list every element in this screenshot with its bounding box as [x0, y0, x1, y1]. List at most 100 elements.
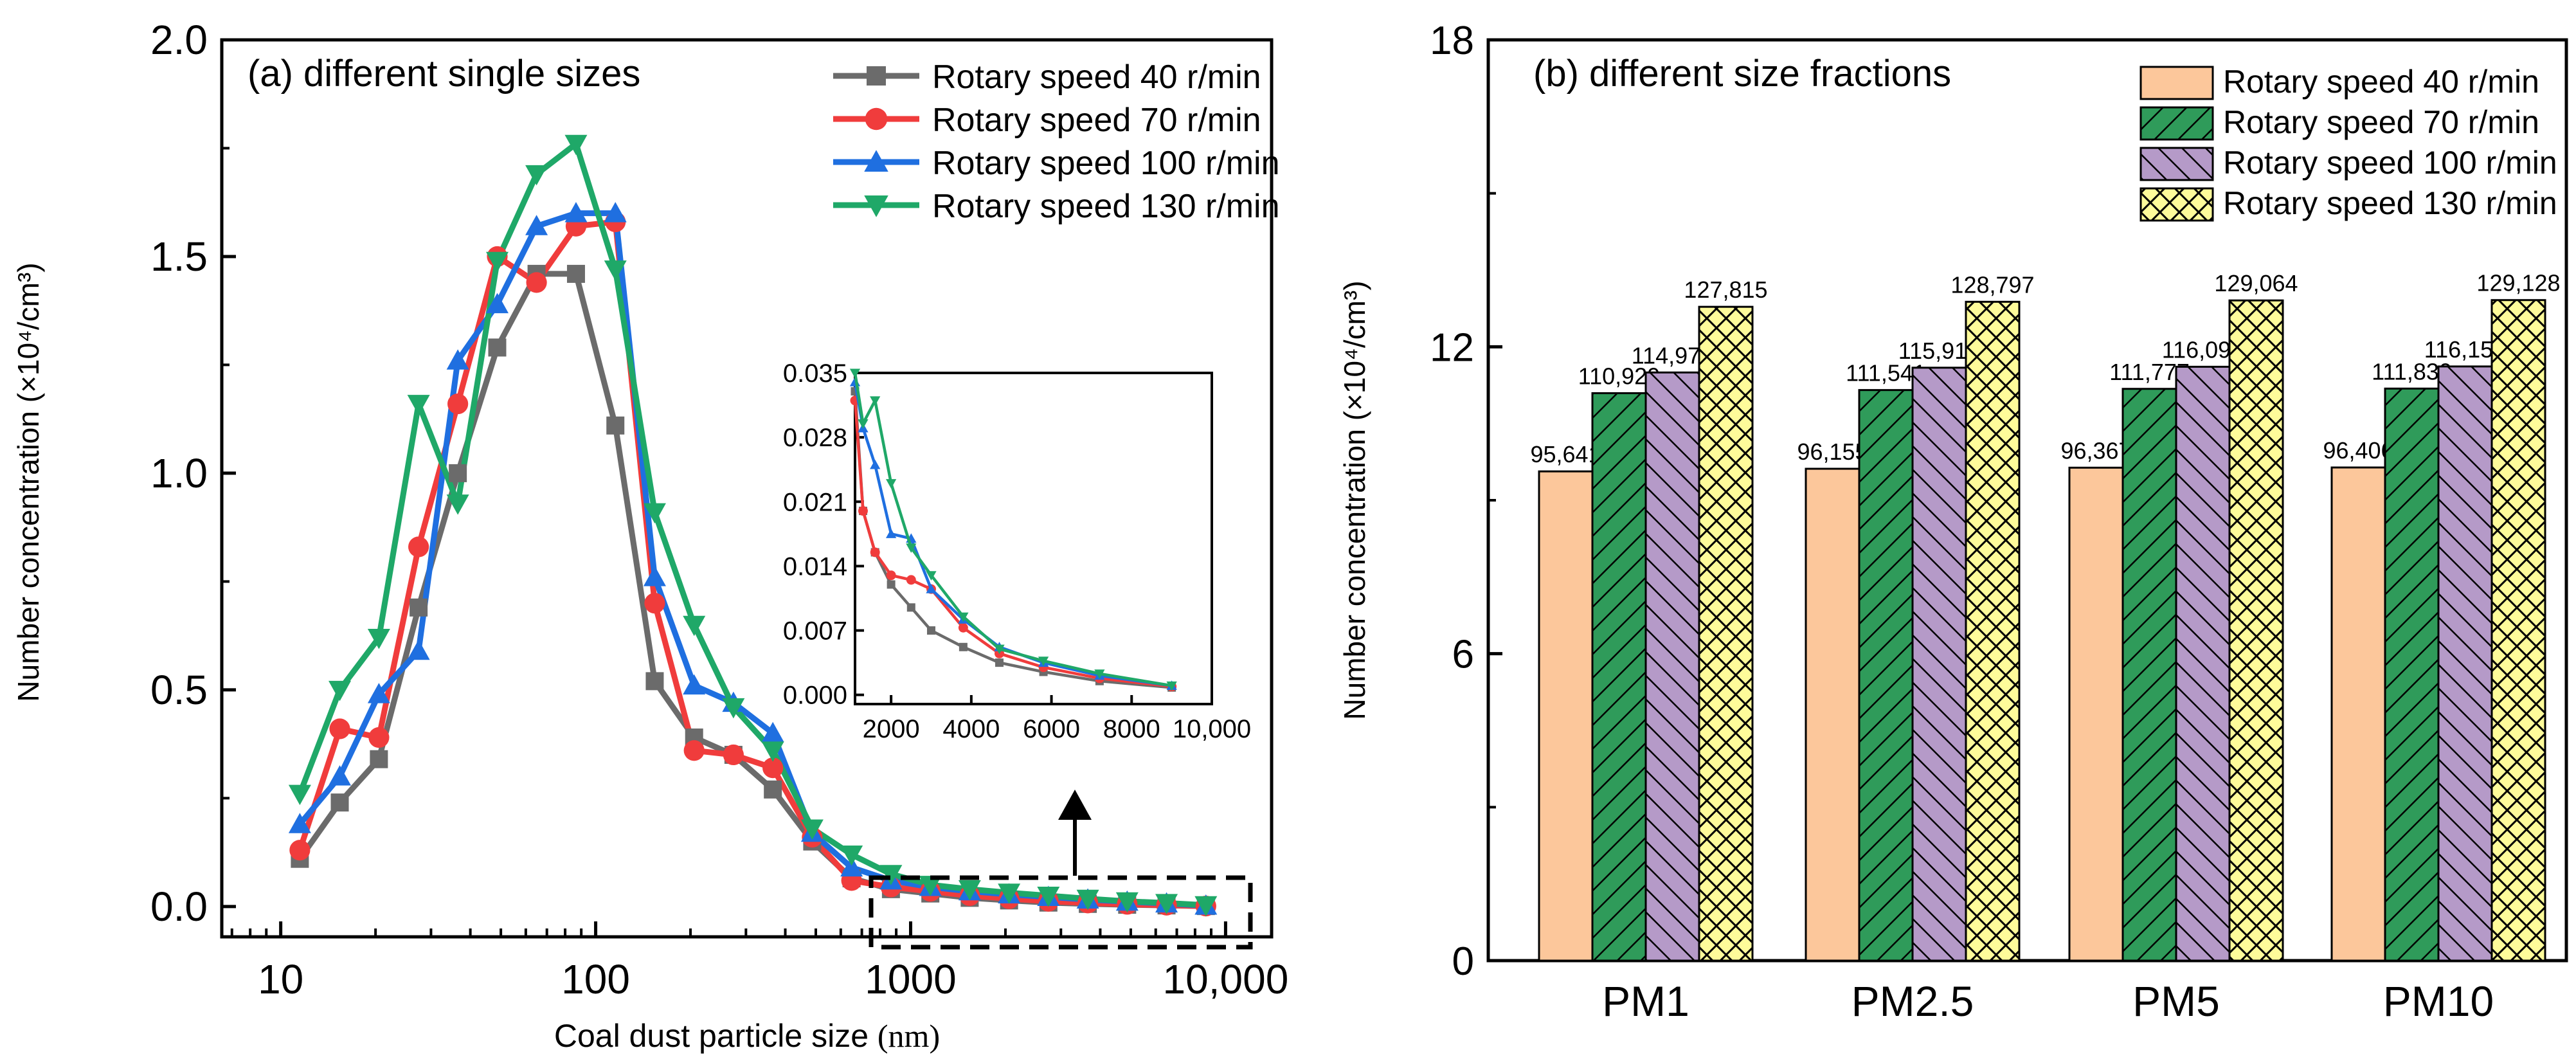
x-category-label-b: PM5	[2132, 977, 2220, 1025]
inset-data-point-0	[887, 580, 896, 589]
inset-data-point-0	[926, 626, 935, 635]
bar-data-label-b: 96,406	[2323, 437, 2393, 464]
legend-marker-a-3	[864, 195, 888, 217]
inset-y-tick-label: 0.028	[783, 424, 847, 452]
inset-y-tick-label: 0.007	[783, 617, 847, 646]
bar-b-0	[1805, 467, 1860, 962]
bar-data-label-b: 96,155	[1797, 439, 1868, 465]
data-point-a-3	[485, 251, 509, 273]
inset-x-tick-label: 2000	[863, 715, 920, 743]
x-tick-label-a: 100	[561, 956, 630, 1002]
data-point-a-2	[407, 639, 430, 660]
data-point-a-2	[643, 566, 666, 586]
data-point-a-3	[683, 615, 706, 637]
inset-x-tick-label: 6000	[1023, 715, 1080, 743]
legend-marker-a-2	[864, 150, 888, 172]
inset-data-point-1	[886, 570, 896, 581]
data-point-a-3	[604, 260, 627, 281]
data-point-a-3	[367, 629, 390, 649]
bar-b-3	[1965, 300, 2021, 962]
data-point-a-3	[1115, 892, 1139, 913]
inset-data-point-3	[958, 612, 969, 622]
inset-data-point-3	[870, 396, 881, 406]
inset-y-tick-label: 0.021	[783, 488, 847, 516]
bar-data-label-b: 96,367	[2060, 437, 2131, 464]
legend-label-b-0: Rotary speed 40 r/min	[2223, 64, 2539, 100]
inset-data-point-0	[959, 642, 968, 651]
data-point-a-3	[446, 494, 469, 515]
inset-data-point-2	[870, 459, 881, 469]
data-point-a-1	[447, 393, 469, 415]
bar-b-3	[2228, 299, 2284, 962]
y-tick-label-a: 1.5	[150, 233, 208, 280]
data-point-a-2	[604, 202, 627, 222]
inset-y-tick-label: 0.035	[783, 359, 847, 388]
data-point-a-1	[329, 718, 350, 739]
inset-data-point-2	[926, 584, 937, 593]
data-point-a-2	[367, 683, 390, 703]
zoom-arrow-head	[1058, 790, 1092, 820]
data-point-a-3	[998, 883, 1021, 904]
y-tick-label-a: 0.5	[150, 667, 208, 713]
x-category-label-b: PM1	[1602, 977, 1689, 1025]
data-point-a-3	[722, 698, 745, 719]
data-point-a-2	[446, 349, 469, 370]
y-axis-title-b: Number concentration (×10⁴/cm³)	[1338, 280, 1371, 720]
data-point-a-3	[407, 395, 430, 415]
data-point-a-3	[329, 680, 352, 701]
inset-y-tick-label: 0.000	[783, 682, 847, 710]
x-category-label-b: PM10	[2383, 977, 2494, 1025]
data-point-a-3	[840, 845, 863, 866]
bar-b-1	[2384, 387, 2440, 962]
data-point-a-0	[488, 338, 507, 357]
data-point-a-2	[564, 202, 588, 222]
bar-data-label-b: 128,797	[1950, 271, 2034, 298]
data-point-a-3	[1037, 886, 1060, 907]
legend-label-b-3: Rotary speed 130 r/min	[2223, 185, 2557, 221]
inset-data-point-1	[958, 622, 968, 633]
data-point-a-2	[683, 674, 706, 695]
legend-swatch-b-1	[2139, 106, 2214, 141]
chart-b-title: (b) different size fractions	[1533, 53, 1951, 95]
data-point-a-3	[879, 865, 903, 885]
x-tick-label-a: 1000	[865, 956, 956, 1002]
bar-b-0	[2068, 466, 2124, 962]
data-point-a-0	[330, 793, 349, 812]
bar-data-label-b: 127,815	[1684, 276, 1767, 303]
inset-data-point-1	[906, 575, 916, 585]
legend-swatch-b-2	[2139, 147, 2214, 181]
inset-data-point-3	[885, 479, 897, 489]
bar-b-2	[1644, 371, 1700, 962]
legend-marker-a-0	[867, 66, 886, 86]
inset-data-point-3	[1094, 669, 1105, 679]
legend-label-b-1: Rotary speed 70 r/min	[2223, 104, 2539, 140]
data-point-a-1	[289, 840, 311, 861]
bar-b-3	[2490, 299, 2546, 962]
data-point-a-0	[449, 464, 467, 482]
data-point-a-0	[606, 416, 625, 435]
inset-x-tick-label: 10,000	[1173, 715, 1251, 743]
inset-data-point-1	[870, 547, 880, 557]
legend-swatch-b-3	[2139, 187, 2214, 222]
data-point-a-3	[761, 741, 784, 762]
inset-data-point-3	[906, 543, 917, 553]
data-point-a-3	[288, 784, 311, 806]
data-point-a-3	[1076, 889, 1099, 910]
data-point-a-2	[840, 856, 863, 877]
data-point-a-3	[919, 876, 942, 896]
y-axis-title-a: Number concentration (×10⁴/cm³)	[12, 262, 45, 701]
zoom-region-box	[869, 875, 1253, 950]
data-point-a-1	[683, 740, 705, 761]
data-point-a-0	[370, 750, 388, 768]
y-tick-label-b: 6	[1452, 633, 1474, 677]
data-point-a-2	[485, 293, 509, 314]
data-point-a-1	[723, 744, 744, 766]
legend-label-b-2: Rotary speed 100 r/min	[2223, 145, 2557, 181]
data-point-a-3	[525, 165, 548, 186]
y-tick-label-a: 1.0	[150, 450, 208, 496]
x-axis-title-a: Coal dust particle size (nm)	[554, 1018, 940, 1054]
x-tick-label-a: 10	[258, 956, 303, 1002]
x-category-label-b: PM2.5	[1851, 977, 1974, 1025]
y-tick-label-b: 12	[1430, 325, 1474, 370]
bar-b-2	[1911, 367, 1967, 962]
